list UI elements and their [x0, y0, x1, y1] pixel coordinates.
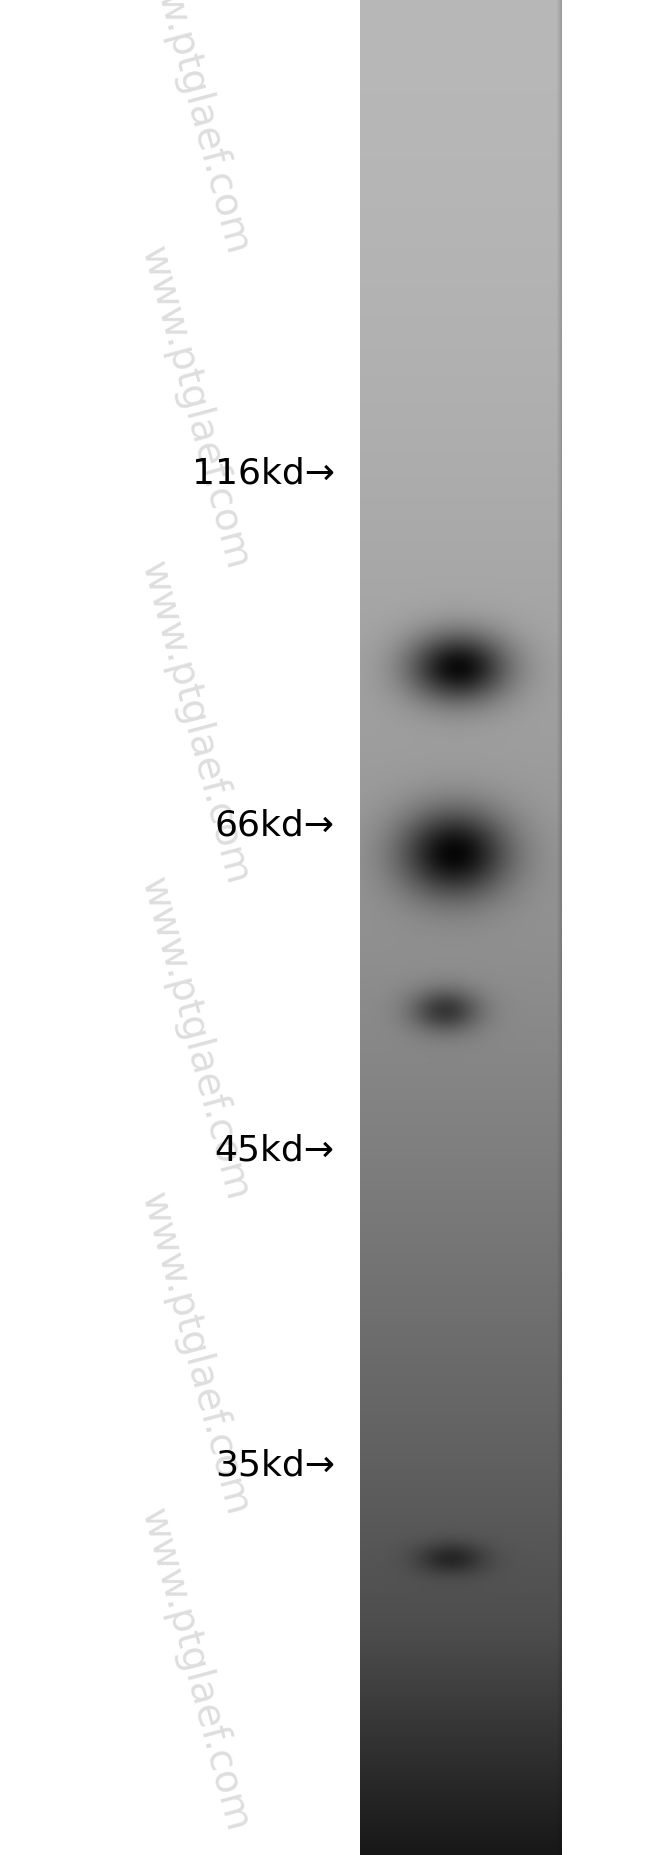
- Text: www.ptglaef.com: www.ptglaef.com: [133, 243, 257, 573]
- Text: 35kd→: 35kd→: [214, 1449, 335, 1482]
- Text: 116kd→: 116kd→: [192, 456, 335, 490]
- Text: www.ptglaef.com: www.ptglaef.com: [133, 0, 257, 258]
- Text: 45kd→: 45kd→: [214, 1133, 335, 1167]
- Text: www.ptglaef.com: www.ptglaef.com: [133, 558, 257, 889]
- Text: 66kd→: 66kd→: [214, 809, 335, 842]
- Text: www.ptglaef.com: www.ptglaef.com: [133, 874, 257, 1204]
- Text: www.ptglaef.com: www.ptglaef.com: [133, 1189, 257, 1519]
- Text: www.ptglaef.com: www.ptglaef.com: [133, 1504, 257, 1835]
